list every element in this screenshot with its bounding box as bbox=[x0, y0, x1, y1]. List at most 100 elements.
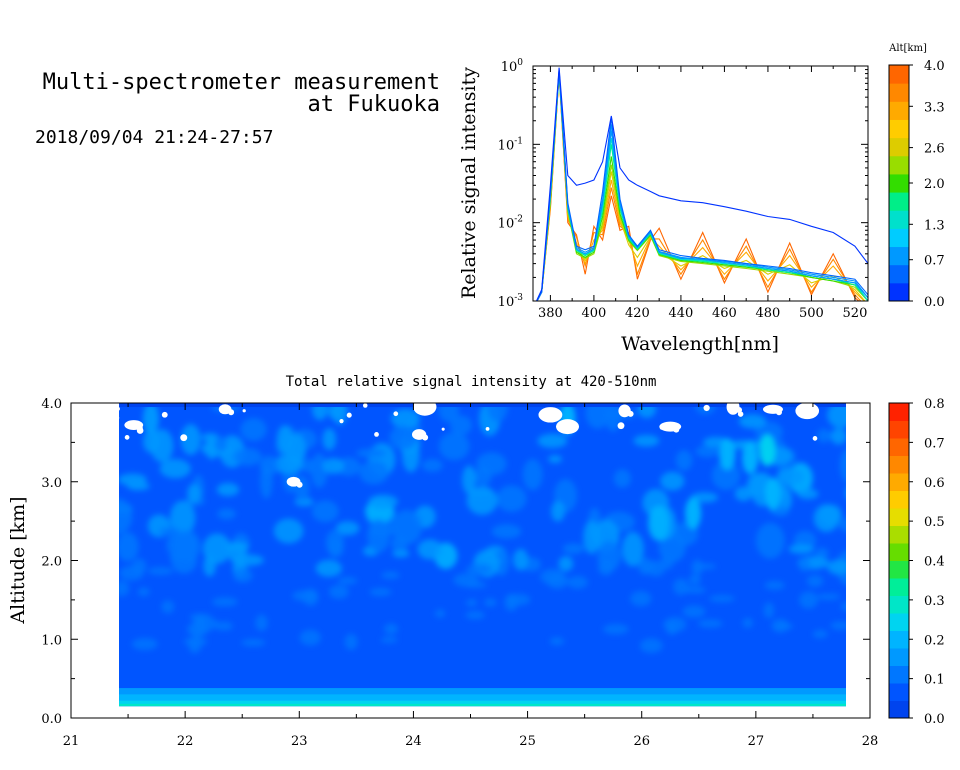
heatmap-x-tick-label: 24 bbox=[405, 734, 422, 749]
heatmap-patch bbox=[695, 445, 720, 458]
heatmap-patch bbox=[797, 488, 819, 500]
heatmap-patch bbox=[562, 543, 585, 554]
heatmap-patch bbox=[214, 436, 228, 452]
spectrum-series-line bbox=[536, 73, 862, 301]
altitude-colorbar-label: 3.3 bbox=[924, 100, 945, 115]
missing-data-patch bbox=[422, 434, 429, 441]
heatmap-patch bbox=[131, 637, 158, 651]
heatmap-patch bbox=[830, 428, 846, 445]
intensity-colorbar-label: 0.0 bbox=[924, 712, 945, 727]
heatmap-patch bbox=[337, 576, 358, 585]
heatmap-patch bbox=[119, 580, 130, 597]
intensity-colorbar-swatch bbox=[889, 508, 909, 526]
intensity-colorbar-label: 0.5 bbox=[924, 515, 945, 530]
heatmap-highlight bbox=[764, 477, 781, 510]
intensity-colorbar-swatch bbox=[889, 683, 909, 701]
missing-data-speck bbox=[485, 427, 490, 431]
altitude-colorbar-label: 4.0 bbox=[924, 59, 945, 74]
heatmap-patch bbox=[325, 529, 344, 556]
missing-data-speck bbox=[703, 404, 710, 412]
heatmap-y-label: Altitude [km] bbox=[7, 496, 29, 624]
intensity-colorbar-swatch bbox=[889, 700, 909, 719]
heatmap-highlight bbox=[742, 442, 759, 475]
heatmap-patch bbox=[240, 418, 267, 442]
heatmap-patch bbox=[799, 591, 818, 609]
missing-data-patch bbox=[413, 403, 437, 416]
intensity-colorbar-swatch bbox=[889, 665, 909, 684]
heatmap-patch bbox=[838, 517, 846, 532]
missing-data-patch bbox=[627, 410, 634, 417]
heatmap-patch bbox=[438, 403, 459, 423]
intensity-colorbar-swatch bbox=[889, 525, 909, 544]
intensity-colorbar-swatch bbox=[889, 543, 909, 561]
spectrum-series-line bbox=[536, 73, 866, 301]
heatmap-patch bbox=[137, 587, 150, 597]
heatmap-patch bbox=[558, 556, 574, 572]
heatmap-patch bbox=[158, 527, 181, 536]
missing-data-patch bbox=[553, 414, 560, 421]
heatmap-patch bbox=[546, 572, 569, 589]
heatmap-patch bbox=[203, 555, 216, 577]
altitude-colorbar-swatch bbox=[889, 282, 909, 302]
x-tick-label: 440 bbox=[669, 306, 694, 321]
heatmap-title: Total relative signal intensity at 420-5… bbox=[286, 374, 657, 390]
altitude-colorbar-swatch bbox=[889, 192, 909, 211]
heatmap-y-tick-label: 1.0 bbox=[41, 633, 62, 648]
low-band-layer bbox=[119, 703, 846, 707]
missing-data-patch bbox=[673, 426, 680, 433]
heatmap-patch bbox=[504, 593, 518, 612]
heatmap-patch bbox=[639, 638, 663, 654]
heatmap-patch bbox=[380, 636, 398, 643]
heatmap-patch bbox=[328, 584, 349, 599]
missing-data-patch bbox=[775, 409, 782, 416]
heatmap-axes: 21 22 23 24 25 26 27 28 0.0 1.0 2.0 3.0 4.0 bbox=[41, 397, 878, 749]
altitude-colorbar-swatch bbox=[889, 228, 909, 248]
intensity-colorbar-label: 0.7 bbox=[924, 436, 945, 451]
heatmap-y-tick-label: 0.0 bbox=[41, 712, 62, 727]
heatmap-patch bbox=[328, 403, 342, 420]
heatmap-patch bbox=[466, 486, 498, 515]
heatmap-patch bbox=[381, 571, 400, 580]
heatmap-patch bbox=[169, 500, 196, 536]
heatmap-highlight bbox=[719, 438, 736, 471]
heatmap-field bbox=[119, 403, 846, 707]
spectrum-x-label: Wavelength[nm] bbox=[621, 333, 779, 355]
heatmap-patch bbox=[755, 421, 783, 443]
heatmap-patch bbox=[189, 613, 212, 621]
intensity-colorbar-label: 0.3 bbox=[924, 594, 945, 609]
altitude-colorbar-swatch bbox=[889, 210, 909, 229]
intensity-colorbar-label: 0.1 bbox=[924, 673, 945, 688]
heatmap-patch bbox=[449, 415, 472, 436]
heatmap-patch bbox=[827, 403, 846, 429]
missing-data-speck bbox=[393, 411, 399, 417]
heatmap-patch bbox=[119, 498, 133, 534]
x-tick-label: 480 bbox=[756, 306, 781, 321]
missing-data-speck bbox=[161, 411, 168, 418]
altitude-colorbar-label: 1.3 bbox=[924, 218, 945, 233]
heatmap-patch bbox=[241, 638, 266, 647]
heatmap-patch bbox=[683, 586, 706, 594]
altitude-colorbar-swatch bbox=[889, 101, 909, 120]
missing-data-patch bbox=[228, 409, 235, 416]
intensity-colorbar-swatch bbox=[889, 595, 909, 614]
heatmap-highlight bbox=[685, 497, 702, 530]
heatmap-x-tick-label: 25 bbox=[519, 734, 536, 749]
heatmap-patch bbox=[147, 566, 174, 575]
heatmap-patch bbox=[484, 598, 497, 607]
heatmap-patch bbox=[259, 455, 279, 476]
missing-data-speck bbox=[659, 425, 665, 430]
heatmap-patch bbox=[464, 581, 487, 588]
heatmap-patch bbox=[335, 521, 360, 536]
heatmap-patch bbox=[180, 424, 201, 456]
heatmap-patch bbox=[368, 494, 398, 509]
intensity-colorbar-swatch bbox=[889, 578, 909, 596]
heatmap-patch bbox=[813, 504, 840, 533]
heatmap-patch bbox=[496, 485, 527, 512]
heatmap-patch bbox=[734, 486, 753, 502]
heatmap-patch bbox=[602, 623, 629, 635]
intensity-colorbar-swatch bbox=[889, 403, 909, 421]
intensity-colorbar-swatch bbox=[889, 613, 909, 631]
heatmap-x-tick-label: 28 bbox=[862, 734, 879, 749]
missing-data-speck bbox=[119, 417, 120, 419]
